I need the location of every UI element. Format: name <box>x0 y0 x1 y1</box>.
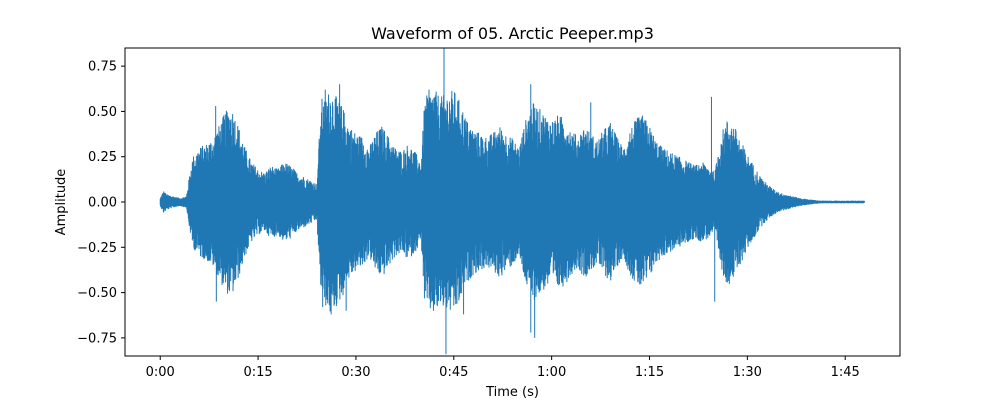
y-tick-label: −0.50 <box>77 286 117 301</box>
waveform-line <box>159 48 865 355</box>
x-axis: 0:00 0:15 0:30 0:45 1:00 1:15 1:30 1:45 <box>146 356 860 380</box>
y-axis: 0.75 0.50 0.25 0.00 −0.25 −0.50 −0.75 <box>77 60 125 346</box>
y-tick-label: −0.25 <box>77 241 117 256</box>
x-tick-label: 1:45 <box>831 365 860 380</box>
y-tick-label: 0.75 <box>88 60 117 75</box>
y-tick-label: 0.25 <box>88 150 117 165</box>
waveform-series <box>159 48 865 355</box>
x-tick-label: 0:45 <box>439 365 468 380</box>
y-tick-label: −0.75 <box>77 331 117 346</box>
y-axis-label: Amplitude <box>54 169 69 236</box>
x-tick-label: 0:00 <box>146 365 175 380</box>
y-tick-label: 0.00 <box>88 196 117 211</box>
x-tick-label: 0:30 <box>341 365 370 380</box>
x-axis-label: Time (s) <box>485 385 539 400</box>
x-tick-label: 1:00 <box>537 365 566 380</box>
chart-title: Waveform of 05. Arctic Peeper.mp3 <box>371 24 654 43</box>
x-tick-label: 0:15 <box>243 365 272 380</box>
x-tick-label: 1:30 <box>733 365 762 380</box>
x-tick-label: 1:15 <box>635 365 664 380</box>
y-tick-label: 0.50 <box>88 105 117 120</box>
